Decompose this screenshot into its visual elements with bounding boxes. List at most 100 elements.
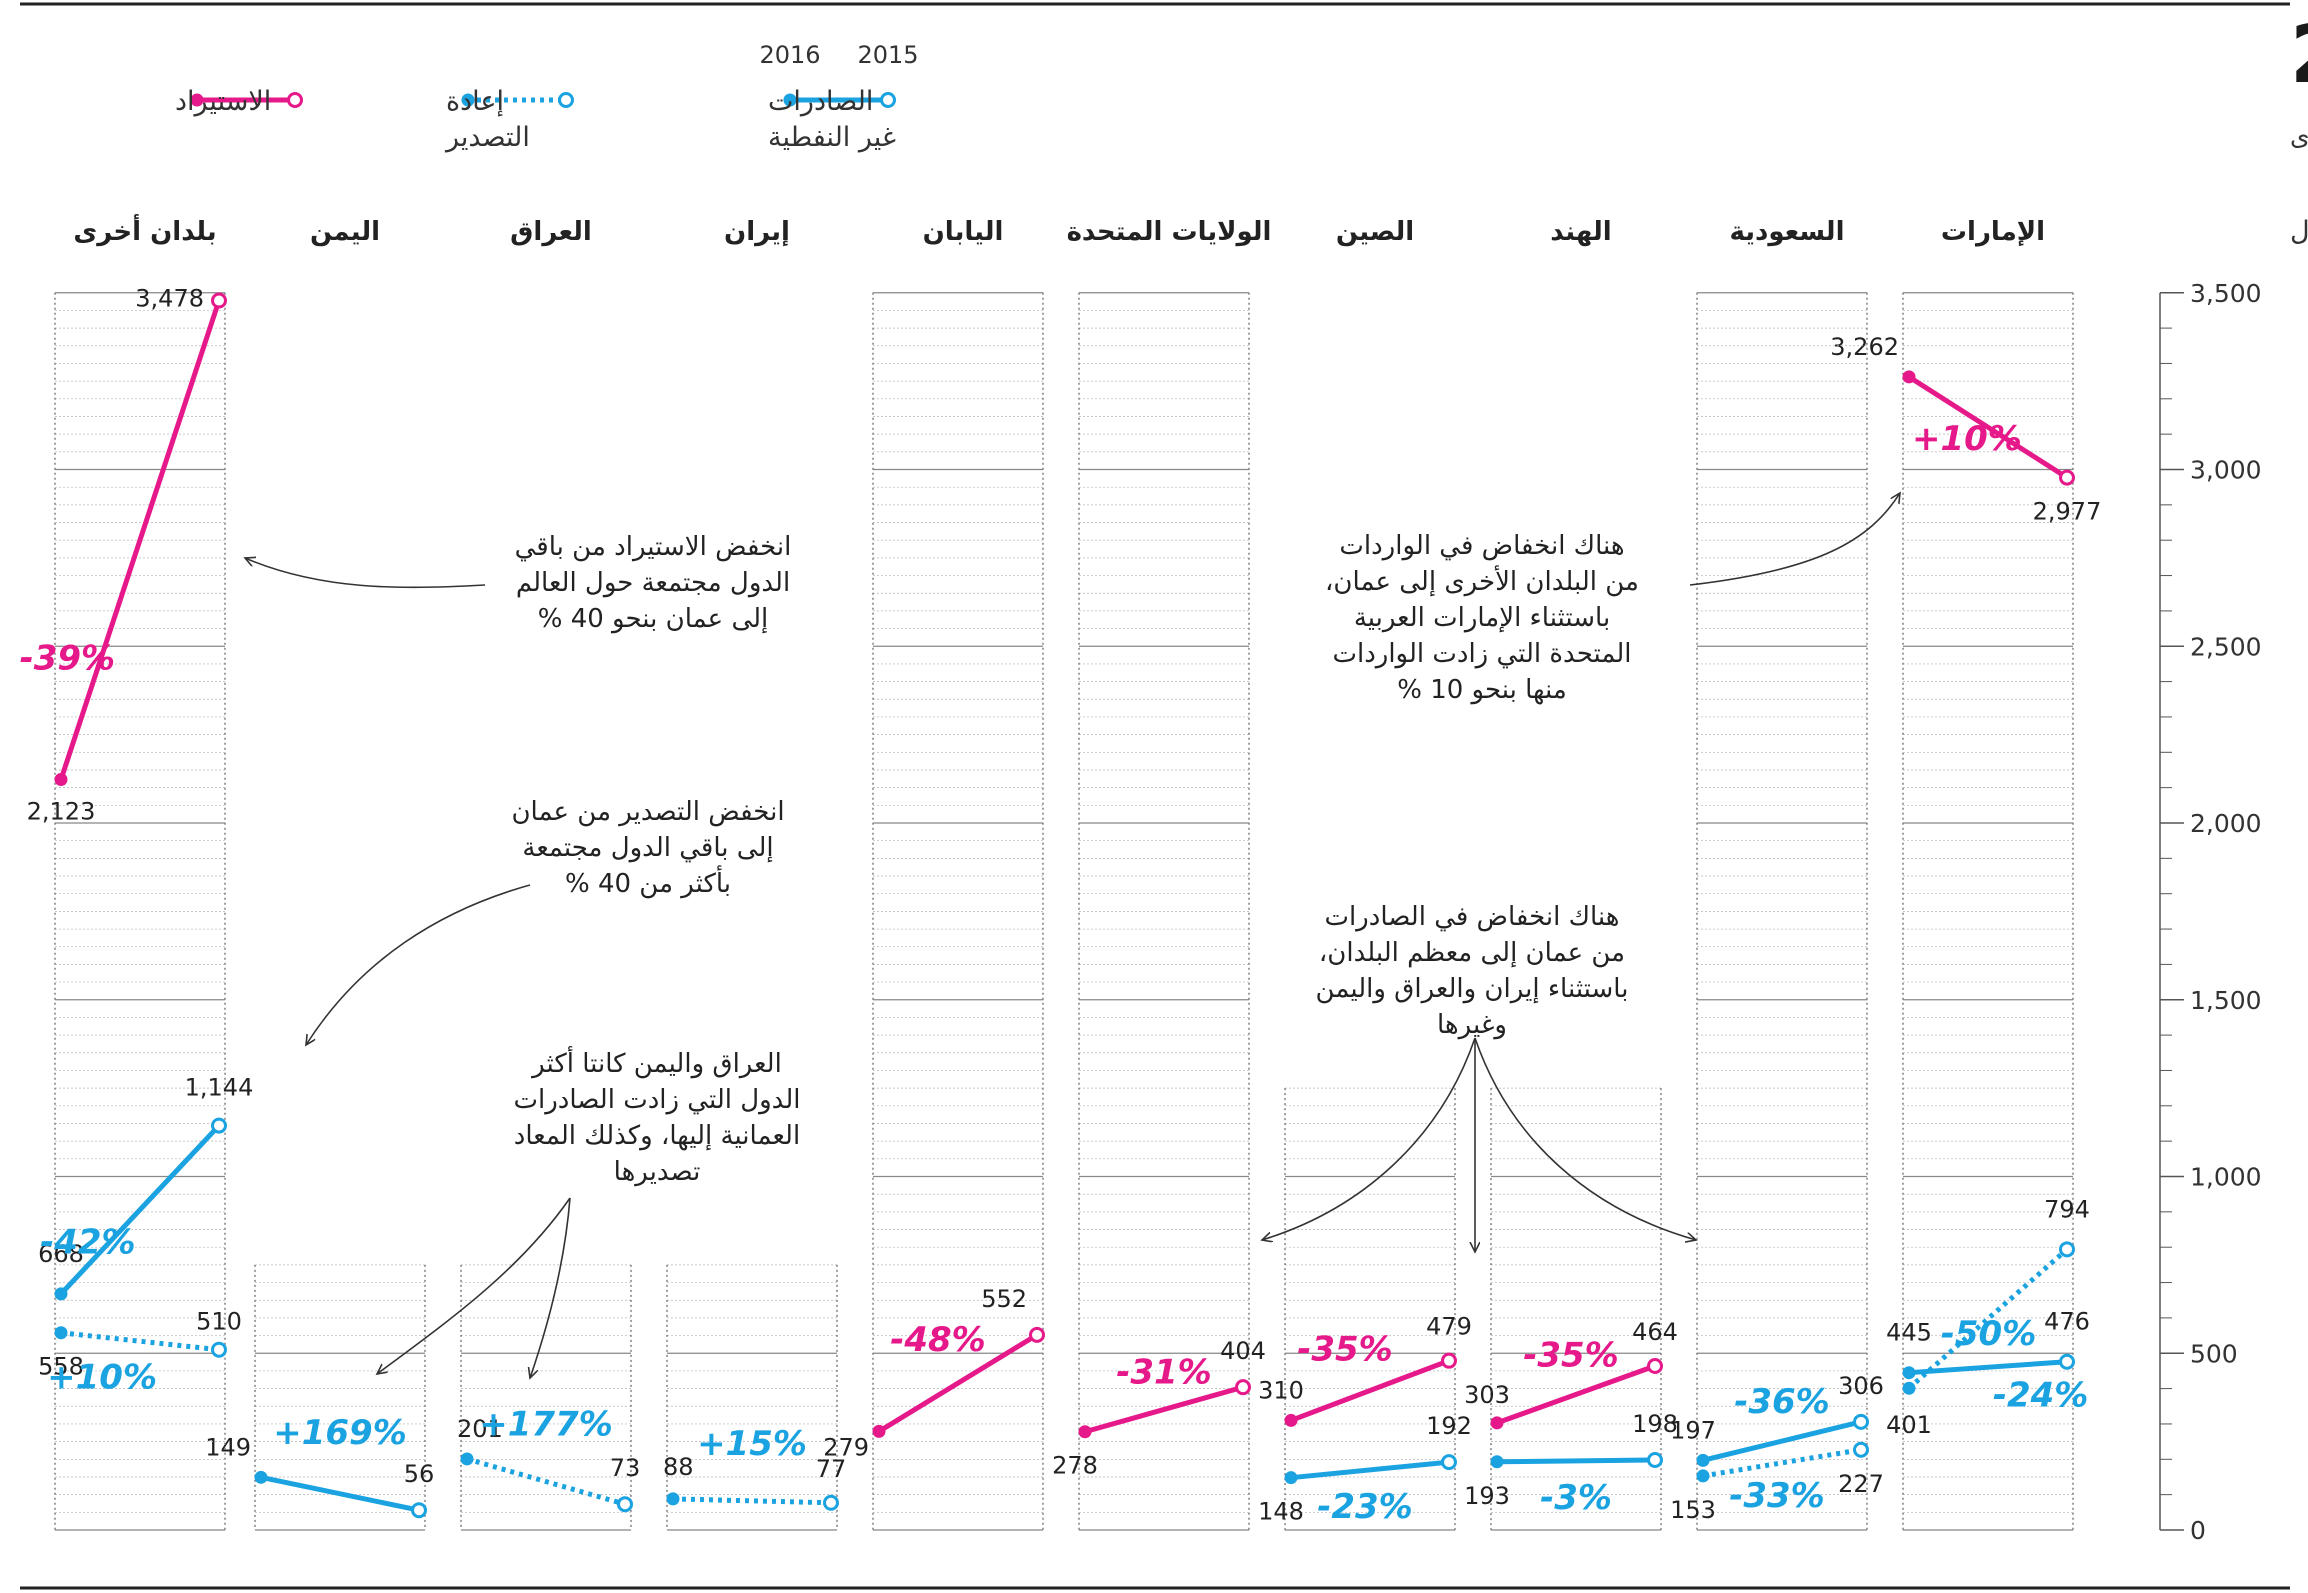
point-2016 [666, 1492, 680, 1506]
point-2016 [1284, 1471, 1298, 1485]
point-2015 [1235, 1379, 1251, 1396]
note-others-imports: انخفض الاستيراد من باقي الدول مجتمعة حول … [515, 532, 792, 634]
series-line [59, 1123, 221, 1296]
series-line [672, 1496, 832, 1506]
arrow-others-imports [245, 558, 486, 589]
annotation-arrows [245, 493, 1900, 1378]
pct-change-label: +10% [47, 1357, 157, 1397]
value-label-2016: 193 [1464, 1482, 1510, 1510]
series-line [1084, 1384, 1244, 1435]
note-line: إلى باقي الدول مجتمعة [522, 833, 773, 863]
value-label-2015: 794 [2044, 1195, 2090, 1223]
arrow-others-exports [306, 884, 531, 1045]
series-imports: 278 404 -31% [1052, 1337, 1266, 1480]
note-exports-decline: هناك انخفاض في الصادرات من عمان إلى معظم … [1316, 902, 1629, 1040]
note-line: باستثناء إيران والعراق واليمن [1316, 974, 1629, 1004]
legend-item-imports: الاستيراد [175, 86, 303, 117]
note-line: انخفض التصدير من عمان [511, 797, 784, 827]
country-label: الولايات المتحدة [1067, 217, 1272, 247]
value-label-2015: 3,478 [135, 285, 204, 313]
legend-item-reexports: إعادة التصدير [444, 86, 574, 153]
value-label-2016: 445 [1886, 1319, 1932, 1347]
pct-change-label: -35% [1523, 1335, 1619, 1375]
value-label-2015: 56 [404, 1460, 435, 1488]
series-line [260, 1474, 420, 1513]
panel-7: العراق 201 73 +177% [457, 217, 640, 1531]
point-2015 [1853, 1413, 1869, 1430]
panel-0: الإمارات 3,262 2,977 +10% 401 794 -50% 445 476 -2… [1830, 217, 2102, 1531]
y-axis: 3,500 3,000 2,500 2,000 1,500 1,000 500 0 مليون … [2159, 216, 2308, 1545]
note-line: العراق واليمن كانتا أكثر [530, 1045, 782, 1079]
value-label-2016: 3,262 [1830, 333, 1899, 361]
point-2016 [1902, 370, 1916, 384]
series-reexports: 401 794 -50% [1886, 1195, 2090, 1439]
pct-change-label: -48% [890, 1320, 986, 1360]
pct-change-label: -33% [1729, 1476, 1825, 1516]
y-unit-label: مليون ريال [2290, 216, 2308, 247]
point-2015 [1853, 1441, 1869, 1458]
panel-3: الصين 310 479 -35% 148 192 -23% [1258, 217, 1472, 1531]
point-2015 [823, 1494, 839, 1511]
point-2016 [872, 1424, 886, 1438]
value-label-2015: 510 [196, 1308, 242, 1336]
note-line: منها بنحو 10 % [1397, 675, 1567, 705]
pct-change-label: -50% [1941, 1314, 2037, 1354]
value-label-2016: 88 [663, 1453, 694, 1481]
value-label-2016: 149 [205, 1433, 251, 1461]
point-2016 [1696, 1469, 1710, 1483]
value-label-2015: 192 [1426, 1412, 1472, 1440]
legend-imports-line1: الاستيراد [175, 86, 271, 117]
value-label-2016: 668 [38, 1240, 84, 1268]
series-line [58, 299, 222, 781]
note-line: بأكثر من 40 % [565, 864, 731, 899]
point-2016 [460, 1452, 474, 1466]
country-label: الإمارات [1941, 217, 2045, 247]
point-2016 [1284, 1413, 1298, 1427]
note-line: المتحدة التي زادت الواردات [1333, 639, 1632, 669]
series-line [466, 1456, 626, 1507]
panel-2: الهند 303 464 -35% 193 198 -3% [1464, 217, 1678, 1531]
y-tick-label: 1,000 [2190, 1163, 2262, 1192]
country-label: بلدان أخرى [73, 214, 216, 247]
value-label-2016: 279 [823, 1433, 869, 1461]
point-2016 [1902, 1381, 1916, 1395]
arrow-exports-left [1262, 1037, 1476, 1240]
value-label-2016: 278 [1052, 1452, 1098, 1480]
point-2016 [54, 1287, 68, 1301]
point-2016 [54, 1326, 68, 1340]
pct-change-label: +15% [697, 1424, 807, 1464]
series-reexports: 153 227 -33% [1670, 1441, 1884, 1524]
value-label-2015: 464 [1632, 1318, 1678, 1346]
point-2016 [1490, 1416, 1504, 1430]
point-2016 [1490, 1455, 1504, 1469]
pct-change-label: +169% [273, 1413, 407, 1453]
series-imports: 279 552 -48% [823, 1285, 1045, 1461]
point-2016 [54, 773, 68, 787]
value-label-2016: 153 [1670, 1496, 1716, 1524]
note-line: من عمان إلى معظم البلدان، [1319, 938, 1625, 968]
country-label: اليمن [310, 217, 380, 247]
legend-exports-line1: الصادرات [768, 86, 873, 117]
series-line [877, 1332, 1039, 1434]
note-others-exports: انخفض التصدير من عمان إلى باقي الدول مجتم… [511, 797, 784, 899]
series-line [1290, 1459, 1450, 1481]
pct-change-label: +177% [479, 1405, 613, 1445]
series-line [1702, 1419, 1862, 1463]
note-line: انخفض الاستيراد من باقي [515, 532, 792, 562]
series-reexports: 88 77 +15% [663, 1424, 846, 1511]
point-2015 [1647, 1357, 1663, 1374]
pct-change-label: -3% [1540, 1478, 1612, 1518]
pct-change-label: -35% [1297, 1330, 1393, 1370]
point-2016 [1696, 1453, 1710, 1467]
value-label-2016: 201 [457, 1415, 503, 1443]
value-label-2015: 1,144 [185, 1074, 254, 1102]
legend-year-2015: 2015 [857, 41, 918, 69]
point-2015 [617, 1496, 633, 1513]
chart-subtitle: إجمالي التبادل التجاري من يناير إلى سبتم… [2290, 120, 2308, 152]
value-label-2015: 404 [1220, 1337, 1266, 1365]
value-label-2015: 2,977 [2033, 498, 2102, 526]
y-tick-label: 0 [2190, 1516, 2206, 1545]
value-label-2015: 306 [1838, 1372, 1884, 1400]
